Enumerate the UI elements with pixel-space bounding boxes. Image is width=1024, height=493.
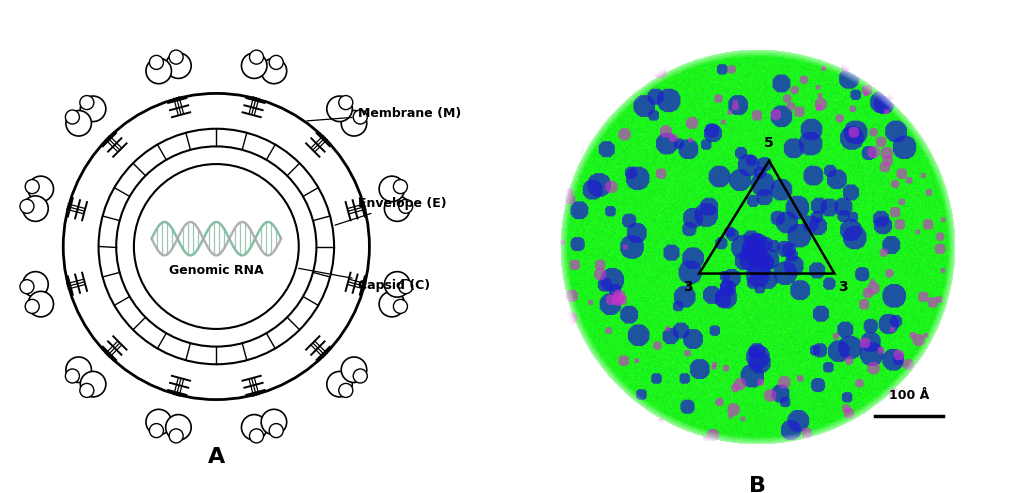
- Circle shape: [398, 280, 413, 294]
- Circle shape: [23, 272, 48, 297]
- Text: 3: 3: [683, 281, 692, 294]
- Circle shape: [166, 415, 191, 440]
- Text: Genomic RNA: Genomic RNA: [169, 264, 263, 277]
- Text: A: A: [208, 447, 225, 467]
- Circle shape: [379, 176, 404, 202]
- Circle shape: [150, 423, 164, 438]
- Text: Membrane (M): Membrane (M): [307, 106, 461, 121]
- Circle shape: [398, 199, 413, 213]
- Circle shape: [341, 357, 367, 383]
- Circle shape: [23, 196, 48, 221]
- Circle shape: [19, 199, 34, 213]
- Circle shape: [166, 53, 191, 78]
- Circle shape: [384, 196, 410, 221]
- Circle shape: [146, 409, 171, 435]
- Circle shape: [28, 176, 53, 202]
- Text: B: B: [750, 476, 766, 493]
- Circle shape: [63, 93, 370, 400]
- Circle shape: [80, 371, 105, 397]
- Circle shape: [339, 384, 353, 397]
- Circle shape: [80, 96, 94, 109]
- Circle shape: [353, 369, 368, 383]
- Circle shape: [242, 415, 267, 440]
- Circle shape: [384, 272, 410, 297]
- Circle shape: [66, 369, 80, 383]
- Circle shape: [250, 429, 263, 443]
- Text: 5: 5: [764, 136, 774, 149]
- Circle shape: [261, 409, 287, 435]
- Circle shape: [150, 55, 164, 70]
- Circle shape: [379, 291, 404, 317]
- Circle shape: [393, 299, 408, 314]
- Circle shape: [117, 146, 316, 347]
- Circle shape: [80, 384, 94, 397]
- Circle shape: [327, 96, 352, 122]
- Circle shape: [28, 291, 53, 317]
- Circle shape: [66, 357, 91, 383]
- Circle shape: [98, 129, 334, 364]
- Circle shape: [146, 58, 171, 84]
- Circle shape: [269, 423, 284, 438]
- Circle shape: [169, 50, 183, 64]
- Circle shape: [26, 299, 39, 314]
- Circle shape: [80, 96, 105, 122]
- Circle shape: [269, 55, 284, 70]
- Circle shape: [242, 53, 267, 78]
- Circle shape: [66, 110, 91, 136]
- Circle shape: [393, 179, 408, 194]
- Text: Capsid (C): Capsid (C): [299, 268, 430, 292]
- Circle shape: [327, 371, 352, 397]
- Circle shape: [169, 429, 183, 443]
- Circle shape: [353, 110, 368, 124]
- Text: 100 Å: 100 Å: [889, 389, 929, 402]
- Text: Envelope (E): Envelope (E): [335, 197, 446, 225]
- Circle shape: [26, 179, 39, 194]
- Circle shape: [339, 96, 353, 109]
- Text: 3: 3: [839, 281, 848, 294]
- Circle shape: [341, 110, 367, 136]
- Circle shape: [261, 58, 287, 84]
- Circle shape: [19, 280, 34, 294]
- Circle shape: [250, 50, 263, 64]
- Circle shape: [134, 164, 299, 329]
- Circle shape: [66, 110, 80, 124]
